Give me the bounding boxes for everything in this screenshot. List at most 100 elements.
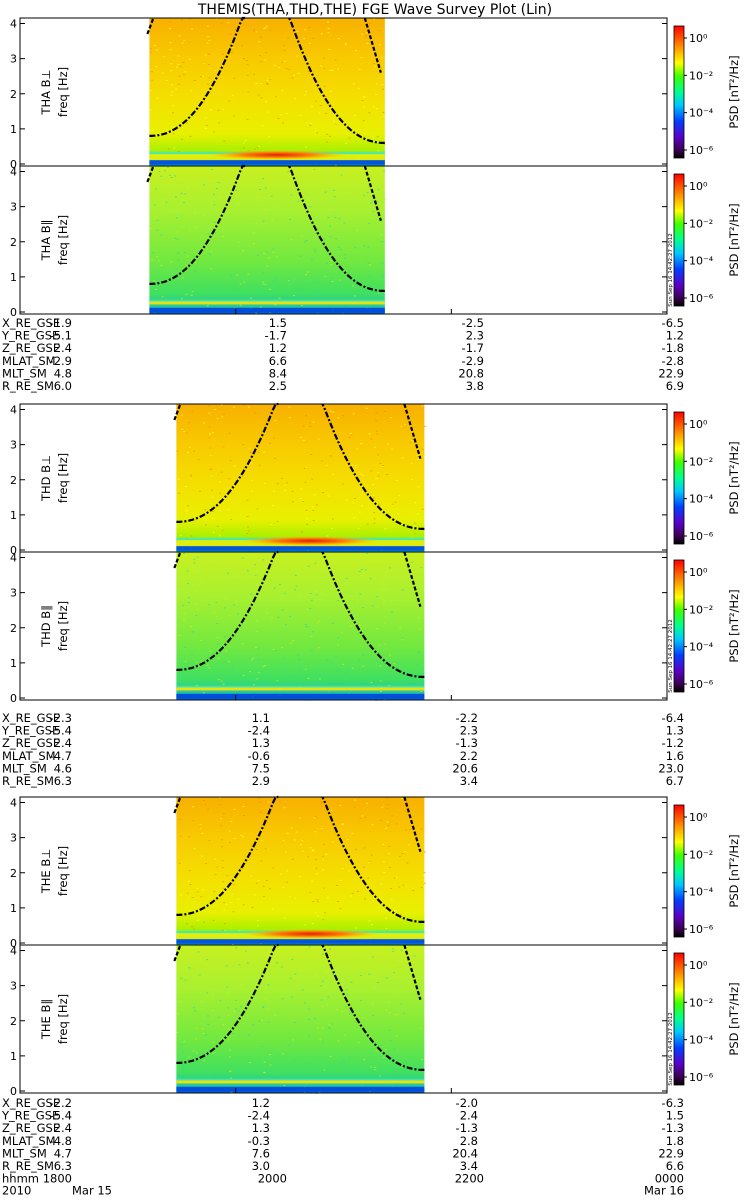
speckle	[269, 1054, 271, 1055]
speckle	[232, 911, 235, 913]
speckle	[341, 867, 344, 869]
speckle	[283, 807, 286, 809]
speckle	[413, 525, 416, 527]
speckle	[266, 997, 269, 999]
ephemeris-value: -0.6	[248, 749, 270, 763]
gyrofrequency-curve	[149, 16, 246, 137]
ephemeris-value: 20.6	[452, 761, 478, 775]
speckle	[300, 235, 303, 237]
ephemeris-value: 1.2	[252, 1096, 270, 1110]
time-tick-label: 2000	[258, 1172, 287, 1186]
speckle	[203, 61, 206, 63]
speckle	[308, 43, 311, 44]
speckle	[323, 57, 325, 59]
speckle	[242, 1015, 245, 1017]
speckle	[379, 680, 382, 682]
speckle	[191, 926, 193, 928]
speckle	[338, 669, 341, 671]
speckle	[212, 166, 215, 168]
speckle	[337, 246, 340, 248]
harmonic-curve	[173, 944, 182, 962]
speckle	[354, 467, 357, 469]
speckle	[371, 1003, 374, 1005]
speckle	[335, 569, 338, 571]
speckle	[339, 908, 342, 910]
speckle	[339, 185, 341, 187]
speckle	[183, 252, 186, 253]
speckle	[242, 444, 245, 446]
speckle	[266, 80, 269, 82]
speckle	[382, 601, 385, 603]
speckle	[210, 468, 213, 470]
speckle	[323, 887, 326, 889]
speckle	[348, 583, 351, 585]
speckle	[250, 875, 253, 877]
timestamp-stamp: Sun Sep 16 14:42:27 2012	[668, 619, 674, 693]
speckle	[370, 854, 373, 856]
speckle	[207, 36, 210, 38]
speckle	[420, 828, 423, 830]
speckle	[263, 253, 266, 254]
colorbar-label: PSD [nT²/Hz]	[727, 834, 741, 907]
speckle	[363, 106, 366, 108]
speckle	[305, 90, 307, 92]
speckle	[411, 439, 414, 440]
speckle	[382, 88, 385, 90]
speckle	[374, 446, 377, 448]
ephemeris-value: -2.8	[662, 354, 684, 368]
speckle	[225, 965, 228, 967]
speckle	[179, 894, 182, 896]
speckle	[281, 647, 284, 649]
ephemeris-row-label: Z_RE_GSE	[2, 1121, 60, 1135]
speckle	[395, 480, 398, 481]
speckle	[353, 806, 356, 808]
speckle	[322, 869, 325, 871]
speckle	[299, 114, 302, 116]
speckle	[381, 507, 384, 509]
speckle	[174, 175, 177, 177]
speckle	[195, 614, 198, 616]
speckle	[420, 691, 423, 692]
speckle	[333, 561, 336, 563]
ephemeris-value: 8.4	[269, 366, 287, 380]
speckle	[417, 458, 420, 460]
speckle	[181, 42, 184, 44]
speckle	[206, 992, 208, 994]
speckle	[317, 646, 320, 648]
speckle	[218, 122, 221, 124]
speckle	[212, 517, 215, 519]
speckle	[213, 204, 216, 206]
speckle	[329, 948, 331, 950]
ephemeris-row-label: MLT_SM	[2, 1146, 47, 1160]
speckle	[256, 849, 258, 851]
speckle	[380, 883, 383, 885]
speckle	[263, 181, 266, 183]
speckle	[237, 204, 240, 205]
speckle	[158, 171, 161, 173]
speckle	[364, 569, 367, 571]
speckle	[214, 580, 217, 582]
ephemeris-value: -6.4	[662, 711, 684, 725]
speckle	[315, 590, 318, 592]
speckle	[261, 125, 264, 127]
speckle	[288, 176, 290, 178]
speckle	[267, 1021, 270, 1023]
speckle	[368, 23, 371, 24]
speckle	[207, 1015, 209, 1017]
speckle	[241, 557, 244, 559]
speckle	[368, 973, 371, 975]
speckle	[350, 434, 353, 436]
speckle	[220, 680, 223, 682]
speckle	[368, 264, 371, 266]
speckle	[331, 622, 334, 624]
speckle	[204, 117, 207, 119]
speckle	[307, 626, 310, 628]
speckle	[240, 834, 243, 836]
speckle	[178, 75, 181, 77]
speckle	[327, 970, 330, 971]
speckle	[190, 117, 193, 119]
speckle	[343, 257, 346, 259]
ephemeris-value: -1.2	[662, 736, 684, 750]
speckle	[260, 61, 263, 63]
speckle	[309, 124, 312, 126]
